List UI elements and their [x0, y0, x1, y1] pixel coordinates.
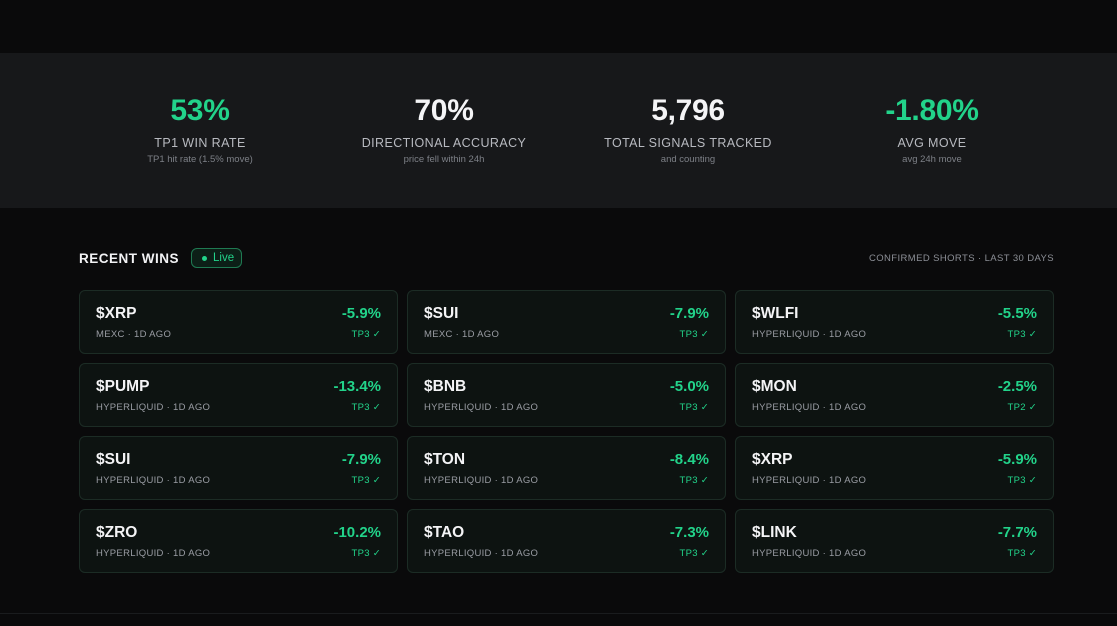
card-move: -7.3% [669, 524, 709, 541]
win-card[interactable]: $PUMP HYPERLIQUID · 1D AGO -13.4% TP3 ✓ [79, 363, 398, 427]
win-card[interactable]: $TON HYPERLIQUID · 1D AGO -8.4% TP3 ✓ [407, 436, 726, 500]
card-exchange: HYPERLIQUID · 1D AGO [424, 475, 539, 486]
card-tp-status: TP3 ✓ [679, 475, 709, 486]
card-tp-status: TP3 ✓ [1007, 329, 1037, 340]
live-badge-label: Live [213, 252, 235, 264]
card-move: -5.9% [997, 451, 1037, 468]
card-move: -7.9% [341, 451, 381, 468]
card-symbol: $PUMP [96, 378, 150, 395]
card-move: -7.9% [669, 305, 709, 322]
card-tp-status: TP2 ✓ [1007, 402, 1037, 413]
card-exchange: HYPERLIQUID · 1D AGO [96, 475, 211, 486]
win-card[interactable]: $XRP MEXC · 1D AGO -5.9% TP3 ✓ [79, 290, 398, 354]
stat-subtext: TP1 hit rate (1.5% move) [147, 154, 253, 165]
stat-label: TP1 WIN RATE [154, 136, 246, 150]
card-symbol: $LINK [752, 524, 797, 541]
stat-value: 5,796 [651, 94, 725, 127]
card-symbol: $WLFI [752, 305, 799, 322]
recent-wins-title: RECENT WINS [79, 251, 179, 266]
card-move: -10.2% [333, 524, 381, 541]
card-symbol: $TAO [424, 524, 465, 541]
card-move: -13.4% [333, 378, 381, 395]
card-symbol: $XRP [96, 305, 137, 322]
card-exchange: MEXC · 1D AGO [424, 329, 500, 340]
win-card[interactable]: $WLFI HYPERLIQUID · 1D AGO -5.5% TP3 ✓ [735, 290, 1054, 354]
card-move: -7.7% [997, 524, 1037, 541]
card-tp-status: TP3 ✓ [679, 402, 709, 413]
win-card[interactable]: $XRP HYPERLIQUID · 1D AGO -5.9% TP3 ✓ [735, 436, 1054, 500]
stat-value: -1.80% [885, 94, 979, 127]
card-move: -8.4% [669, 451, 709, 468]
card-exchange: HYPERLIQUID · 1D AGO [752, 329, 867, 340]
stat-label: DIRECTIONAL ACCURACY [361, 136, 527, 150]
card-symbol: $SUI [96, 451, 131, 468]
stat-label: TOTAL SIGNALS TRACKED [604, 136, 772, 150]
win-card[interactable]: $ZRO HYPERLIQUID · 1D AGO -10.2% TP3 ✓ [79, 509, 398, 573]
card-tp-status: TP3 ✓ [351, 329, 381, 340]
win-card[interactable]: $LINK HYPERLIQUID · 1D AGO -7.7% TP3 ✓ [735, 509, 1054, 573]
card-exchange: HYPERLIQUID · 1D AGO [96, 548, 211, 559]
card-move: -2.5% [997, 378, 1037, 395]
stat-subtext: and counting [660, 154, 716, 165]
card-tp-status: TP3 ✓ [1007, 475, 1037, 486]
stat-subtext: avg 24h move [902, 154, 962, 165]
live-badge: Live [191, 248, 242, 268]
card-tp-status: TP3 ✓ [351, 475, 381, 486]
recent-wins-meta: CONFIRMED SHORTS · LAST 30 DAYS [868, 253, 1054, 264]
footer-divider [0, 613, 1117, 614]
stats-band: 53% TP1 WIN RATE TP1 hit rate (1.5% move… [0, 53, 1117, 208]
win-card[interactable]: $SUI MEXC · 1D AGO -7.9% TP3 ✓ [407, 290, 726, 354]
card-tp-status: TP3 ✓ [351, 402, 381, 413]
live-dot-icon [202, 256, 207, 261]
card-exchange: HYPERLIQUID · 1D AGO [752, 402, 867, 413]
card-move: -5.5% [997, 305, 1037, 322]
card-exchange: HYPERLIQUID · 1D AGO [752, 548, 867, 559]
card-symbol: $MON [752, 378, 797, 395]
win-card[interactable]: $SUI HYPERLIQUID · 1D AGO -7.9% TP3 ✓ [79, 436, 398, 500]
win-card[interactable]: $TAO HYPERLIQUID · 1D AGO -7.3% TP3 ✓ [407, 509, 726, 573]
stat-subtext: price fell within 24h [403, 154, 485, 165]
card-exchange: HYPERLIQUID · 1D AGO [424, 402, 539, 413]
card-exchange: HYPERLIQUID · 1D AGO [424, 548, 539, 559]
card-exchange: HYPERLIQUID · 1D AGO [752, 475, 867, 486]
stat-label: AVG MOVE [897, 136, 967, 150]
card-exchange: MEXC · 1D AGO [96, 329, 172, 340]
stat-value: 70% [414, 94, 474, 127]
card-symbol: $BNB [424, 378, 467, 395]
card-tp-status: TP3 ✓ [351, 548, 381, 559]
win-card[interactable]: $BNB HYPERLIQUID · 1D AGO -5.0% TP3 ✓ [407, 363, 726, 427]
card-symbol: $TON [424, 451, 466, 468]
card-tp-status: TP3 ✓ [679, 329, 709, 340]
card-tp-status: TP3 ✓ [1007, 548, 1037, 559]
card-symbol: $SUI [424, 305, 459, 322]
card-exchange: HYPERLIQUID · 1D AGO [96, 402, 211, 413]
card-move: -5.0% [669, 378, 709, 395]
card-symbol: $XRP [752, 451, 793, 468]
card-move: -5.9% [341, 305, 381, 322]
card-tp-status: TP3 ✓ [679, 548, 709, 559]
card-symbol: $ZRO [96, 524, 138, 541]
win-card[interactable]: $MON HYPERLIQUID · 1D AGO -2.5% TP2 ✓ [735, 363, 1054, 427]
stat-value: 53% [170, 94, 230, 127]
